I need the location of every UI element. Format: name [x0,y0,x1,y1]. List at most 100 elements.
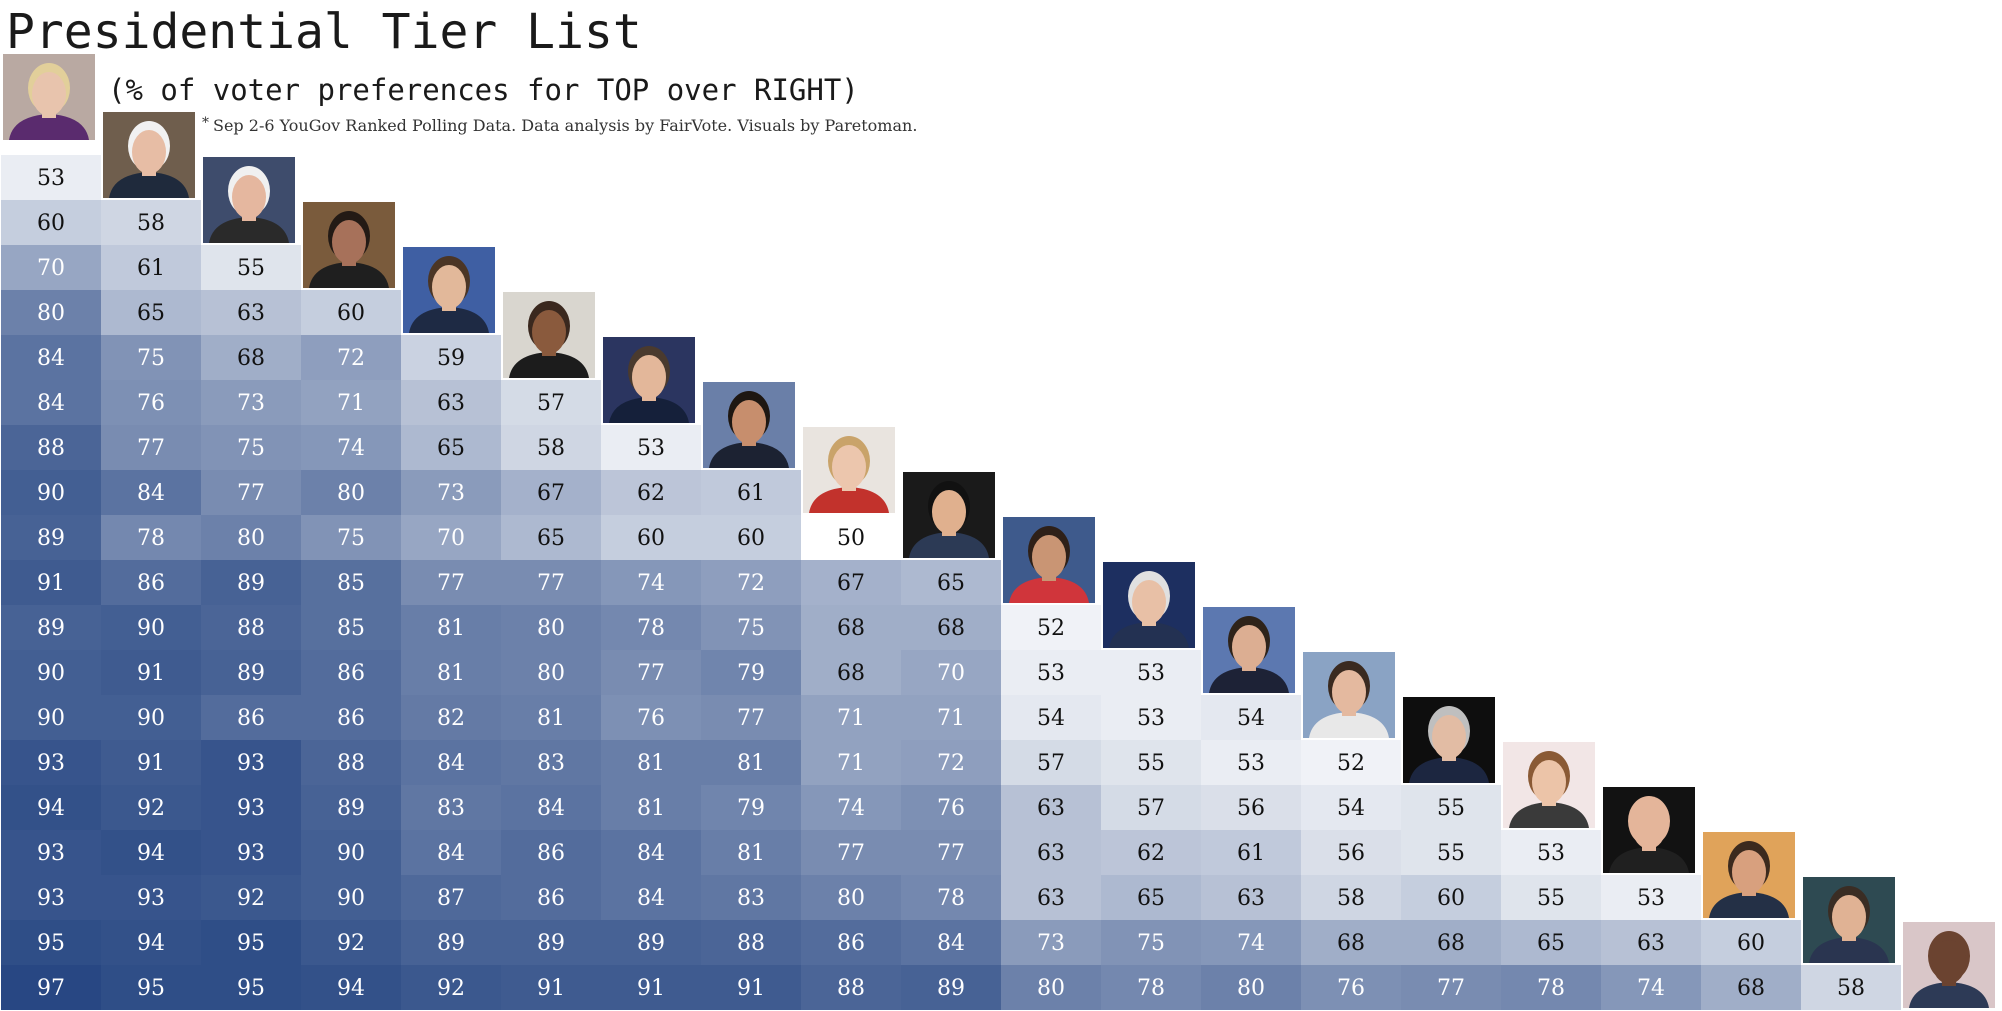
candidate-11-photo [1003,517,1095,603]
cell-value-label: 67 [537,481,565,506]
cell-value-label: 55 [237,256,265,281]
cell-value-label: 58 [1837,976,1865,1001]
heatmap-cell [201,605,301,650]
heatmap-cell [1,650,101,695]
cell-value-label: 68 [1737,976,1765,1001]
cell-value-label: 84 [37,346,65,371]
heatmap-cell [701,965,801,1010]
heatmap-cell [101,200,201,245]
heatmap-cell [701,920,801,965]
cell-value-label: 56 [1337,841,1365,866]
cell-value-label: 94 [337,976,365,1001]
cell-value-label: 75 [137,346,165,371]
heatmap-cell [501,560,601,605]
cell-value-label: 91 [537,976,565,1001]
cell-value-label: 63 [1637,931,1665,956]
cell-value-label: 60 [737,526,765,551]
heatmap-cell [401,695,501,740]
candidate-17-photo [1603,787,1695,873]
cell-value-label: 58 [537,436,565,461]
cell-value-label: 78 [1137,976,1165,1001]
heatmap-cell [801,515,901,560]
cell-value-label: 85 [337,616,365,641]
cell-value-label: 68 [1437,931,1465,956]
candidate-5-photo [403,247,495,333]
cell-value-label: 59 [437,346,465,371]
heatmap-cell [1501,920,1601,965]
heatmap-cell [1201,695,1301,740]
cell-value-label: 71 [337,391,365,416]
cell-value-label: 86 [537,886,565,911]
cell-value-label: 77 [137,436,165,461]
heatmap-cell [501,965,601,1010]
heatmap-cell [501,830,601,875]
cell-value-label: 65 [137,301,165,326]
heatmap-cell [1201,920,1301,965]
candidate-3-photo [203,157,295,243]
candidate-19-photo [1803,877,1895,963]
cell-value-label: 91 [37,571,65,596]
cell-value-label: 58 [137,211,165,236]
cell-value-label: 81 [637,751,665,776]
cell-value-label: 65 [437,436,465,461]
cell-value-label: 86 [837,931,865,956]
cell-value-label: 63 [1037,886,1065,911]
cell-value-label: 70 [437,526,465,551]
heatmap-cell [801,560,901,605]
cell-value-label: 93 [237,796,265,821]
cell-value-label: 94 [137,931,165,956]
cell-value-label: 92 [237,886,265,911]
cell-value-label: 60 [1737,931,1765,956]
heatmap-cell [1301,785,1401,830]
cell-value-label: 52 [1337,751,1365,776]
candidate-10-photo [903,472,995,558]
cell-value-label: 63 [1237,886,1265,911]
heatmap-cell [301,740,401,785]
heatmap-cell [601,515,701,560]
cell-value-label: 93 [237,841,265,866]
heatmap-cell [101,380,201,425]
heatmap-cell [1501,965,1601,1010]
heatmap-cell [901,875,1001,920]
heatmap-cell [201,830,301,875]
heatmap-cell [301,920,401,965]
heatmap-cell [1101,965,1201,1010]
heatmap-cell [1001,875,1101,920]
heatmap-cell [801,830,901,875]
cell-value-label: 65 [1137,886,1165,911]
cell-value-label: 88 [337,751,365,776]
cell-value-label: 53 [1137,706,1165,731]
cell-value-label: 76 [137,391,165,416]
chart-note: * Sep 2-6 YouGov Ranked Polling Data. Dat… [202,115,917,135]
cell-value-label: 68 [837,616,865,641]
heatmap-cell [1101,650,1201,695]
heatmap-cell [1,875,101,920]
heatmap-cell [1,335,101,380]
note-text: Sep 2-6 YouGov Ranked Polling Data. Data… [213,116,917,135]
heatmap-cell [401,560,501,605]
heatmap-cell [101,290,201,335]
cell-value-label: 94 [137,841,165,866]
heatmap-cell [1101,695,1201,740]
heatmap-cell [1301,830,1401,875]
cell-value-label: 90 [137,706,165,731]
heatmap-cell [301,695,401,740]
heatmap-cell [1001,605,1101,650]
cell-value-label: 61 [1237,841,1265,866]
cell-value-label: 57 [1037,751,1065,776]
cell-value-label: 91 [137,661,165,686]
chart-subtitle: (% of voter preferences for TOP over RIG… [108,73,859,107]
cell-value-label: 79 [737,796,765,821]
heatmap-cell [201,560,301,605]
heatmap-cell [201,965,301,1010]
heatmap-cell [801,695,901,740]
cell-value-label: 67 [837,571,865,596]
heatmap-cell [101,650,201,695]
cell-value-label: 71 [837,751,865,776]
heatmap-cell [101,560,201,605]
cell-value-label: 53 [37,166,65,191]
heatmap-cell [901,605,1001,650]
heatmap-cell [601,920,701,965]
cell-value-label: 83 [737,886,765,911]
